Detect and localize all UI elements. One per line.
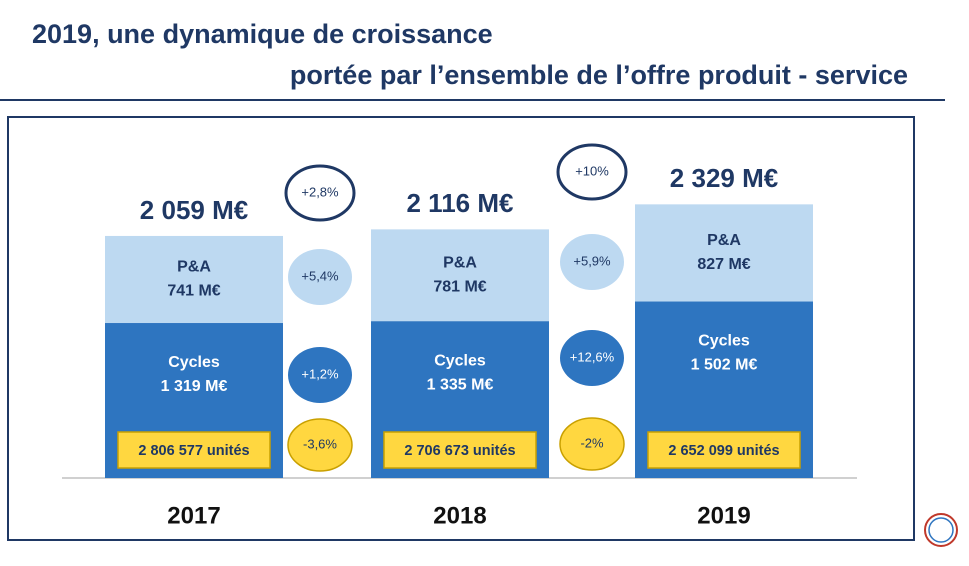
units-box [383,431,537,469]
segment-label: 741 M€ [167,283,220,300]
growth-circle [556,143,628,201]
growth-circle [559,417,625,471]
segment-name: P&A [177,259,211,276]
growth-label: +5,4% [301,268,339,283]
bar-segment [635,204,813,302]
total-label: 2 329 M€ [670,163,778,193]
segment-name: P&A [443,254,477,271]
units-box [647,431,801,469]
growth-circle [287,418,353,472]
growth-label: -3,6% [303,436,337,451]
segment-label: 827 M€ [697,256,750,273]
year-label: 2017 [167,502,220,529]
segment-name: Cycles [434,352,486,369]
growth-label: +12,6% [570,349,615,364]
growth-label: +1,2% [301,366,339,381]
segment-name: Cycles [168,354,220,371]
units-label: 2 652 099 unités [668,443,779,459]
units-label: 2 806 577 unités [138,443,249,459]
growth-label: +5,9% [573,253,611,268]
segment-label: 781 M€ [433,278,486,295]
title: 2019, une dynamique de croissance [32,19,493,49]
segment-name: Cycles [698,333,750,350]
growth-circle [288,347,352,403]
total-label: 2 059 M€ [140,195,248,225]
segment-name: P&A [707,232,741,249]
segment-label: 1 319 M€ [161,378,228,395]
growth-circle [284,164,356,222]
subtitle: portée par l’ensemble de l’offre produit… [290,60,908,90]
logo [924,513,958,547]
growth-circle [560,330,624,386]
bar-segment [371,229,549,322]
units-label: 2 706 673 unités [404,443,515,459]
segment-label: 1 335 M€ [427,376,494,393]
growth-circle [560,234,624,290]
year-label: 2018 [433,502,486,529]
growth-label: -2% [580,435,604,450]
total-label: 2 116 M€ [407,188,514,218]
units-box [117,431,271,469]
growth-circle [288,249,352,305]
segment-label: 1 502 M€ [691,357,758,374]
year-label: 2019 [697,502,750,529]
growth-label: +10% [575,163,609,178]
growth-label: +2,8% [301,184,339,199]
bar-segment [105,235,283,324]
